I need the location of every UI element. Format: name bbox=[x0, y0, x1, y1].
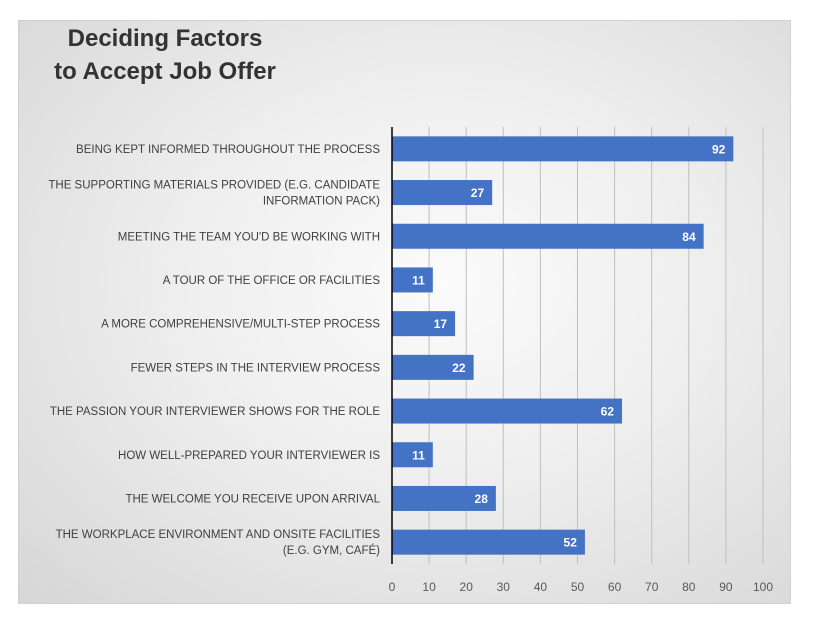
bar bbox=[392, 180, 493, 206]
category-label: THE PASSION YOUR INTERVIEWER SHOWS FOR T… bbox=[50, 406, 380, 418]
x-tick-label: 70 bbox=[645, 580, 659, 594]
bar bbox=[392, 485, 496, 511]
category-label: BEING KEPT INFORMED THROUGHOUT THE PROCE… bbox=[76, 144, 380, 156]
data-label: 92 bbox=[712, 142, 726, 156]
bar bbox=[392, 354, 474, 380]
data-label: 28 bbox=[475, 492, 489, 506]
x-tick-label: 80 bbox=[682, 580, 696, 594]
category-label: FEWER STEPS IN THE INTERVIEW PROCESS bbox=[131, 362, 381, 374]
category-label: MEETING THE TEAM YOU'D BE WORKING WITH bbox=[118, 231, 380, 243]
category-label: THE WORKPLACE ENVIRONMENT AND ONSITE FAC… bbox=[56, 529, 381, 541]
bar bbox=[392, 311, 456, 337]
x-tick-label: 30 bbox=[497, 580, 511, 594]
data-label: 62 bbox=[601, 405, 615, 419]
category-label: A TOUR OF THE OFFICE OR FACILITIES bbox=[163, 275, 381, 287]
bar bbox=[392, 267, 433, 293]
data-label: 27 bbox=[471, 186, 485, 200]
x-tick-label: 60 bbox=[608, 580, 622, 594]
bar bbox=[392, 529, 585, 555]
category-label: INFORMATION PACK) bbox=[263, 196, 380, 208]
data-label: 17 bbox=[434, 317, 448, 331]
data-label: 22 bbox=[452, 361, 466, 375]
x-tick-label: 50 bbox=[571, 580, 585, 594]
data-label: 84 bbox=[682, 230, 696, 244]
x-tick-label: 40 bbox=[534, 580, 548, 594]
data-label: 11 bbox=[412, 448, 425, 462]
x-tick-label: 20 bbox=[460, 580, 474, 594]
bar bbox=[392, 398, 623, 424]
chart-title: Deciding Factors to Accept Job Offer bbox=[54, 25, 276, 85]
x-tick-label: 100 bbox=[753, 580, 773, 594]
category-label: A MORE COMPREHENSIVE/MULTI-STEP PROCESS bbox=[101, 319, 380, 331]
category-label: HOW WELL-PREPARED YOUR INTERVIEWER IS bbox=[118, 450, 380, 462]
bar bbox=[392, 136, 734, 162]
x-tick-label: 10 bbox=[422, 580, 436, 594]
data-label: 52 bbox=[564, 536, 578, 550]
x-tick-label: 90 bbox=[719, 580, 733, 594]
category-label: THE WELCOME YOU RECEIVE UPON ARRIVAL bbox=[125, 493, 380, 505]
bar bbox=[392, 223, 704, 249]
bar bbox=[392, 442, 433, 468]
data-label: 11 bbox=[412, 273, 425, 287]
category-label: THE SUPPORTING MATERIALS PROVIDED (E.G. … bbox=[48, 180, 380, 192]
x-tick-label: 0 bbox=[389, 580, 396, 594]
category-label: (E.G. GYM, CAFÉ) bbox=[283, 544, 380, 557]
